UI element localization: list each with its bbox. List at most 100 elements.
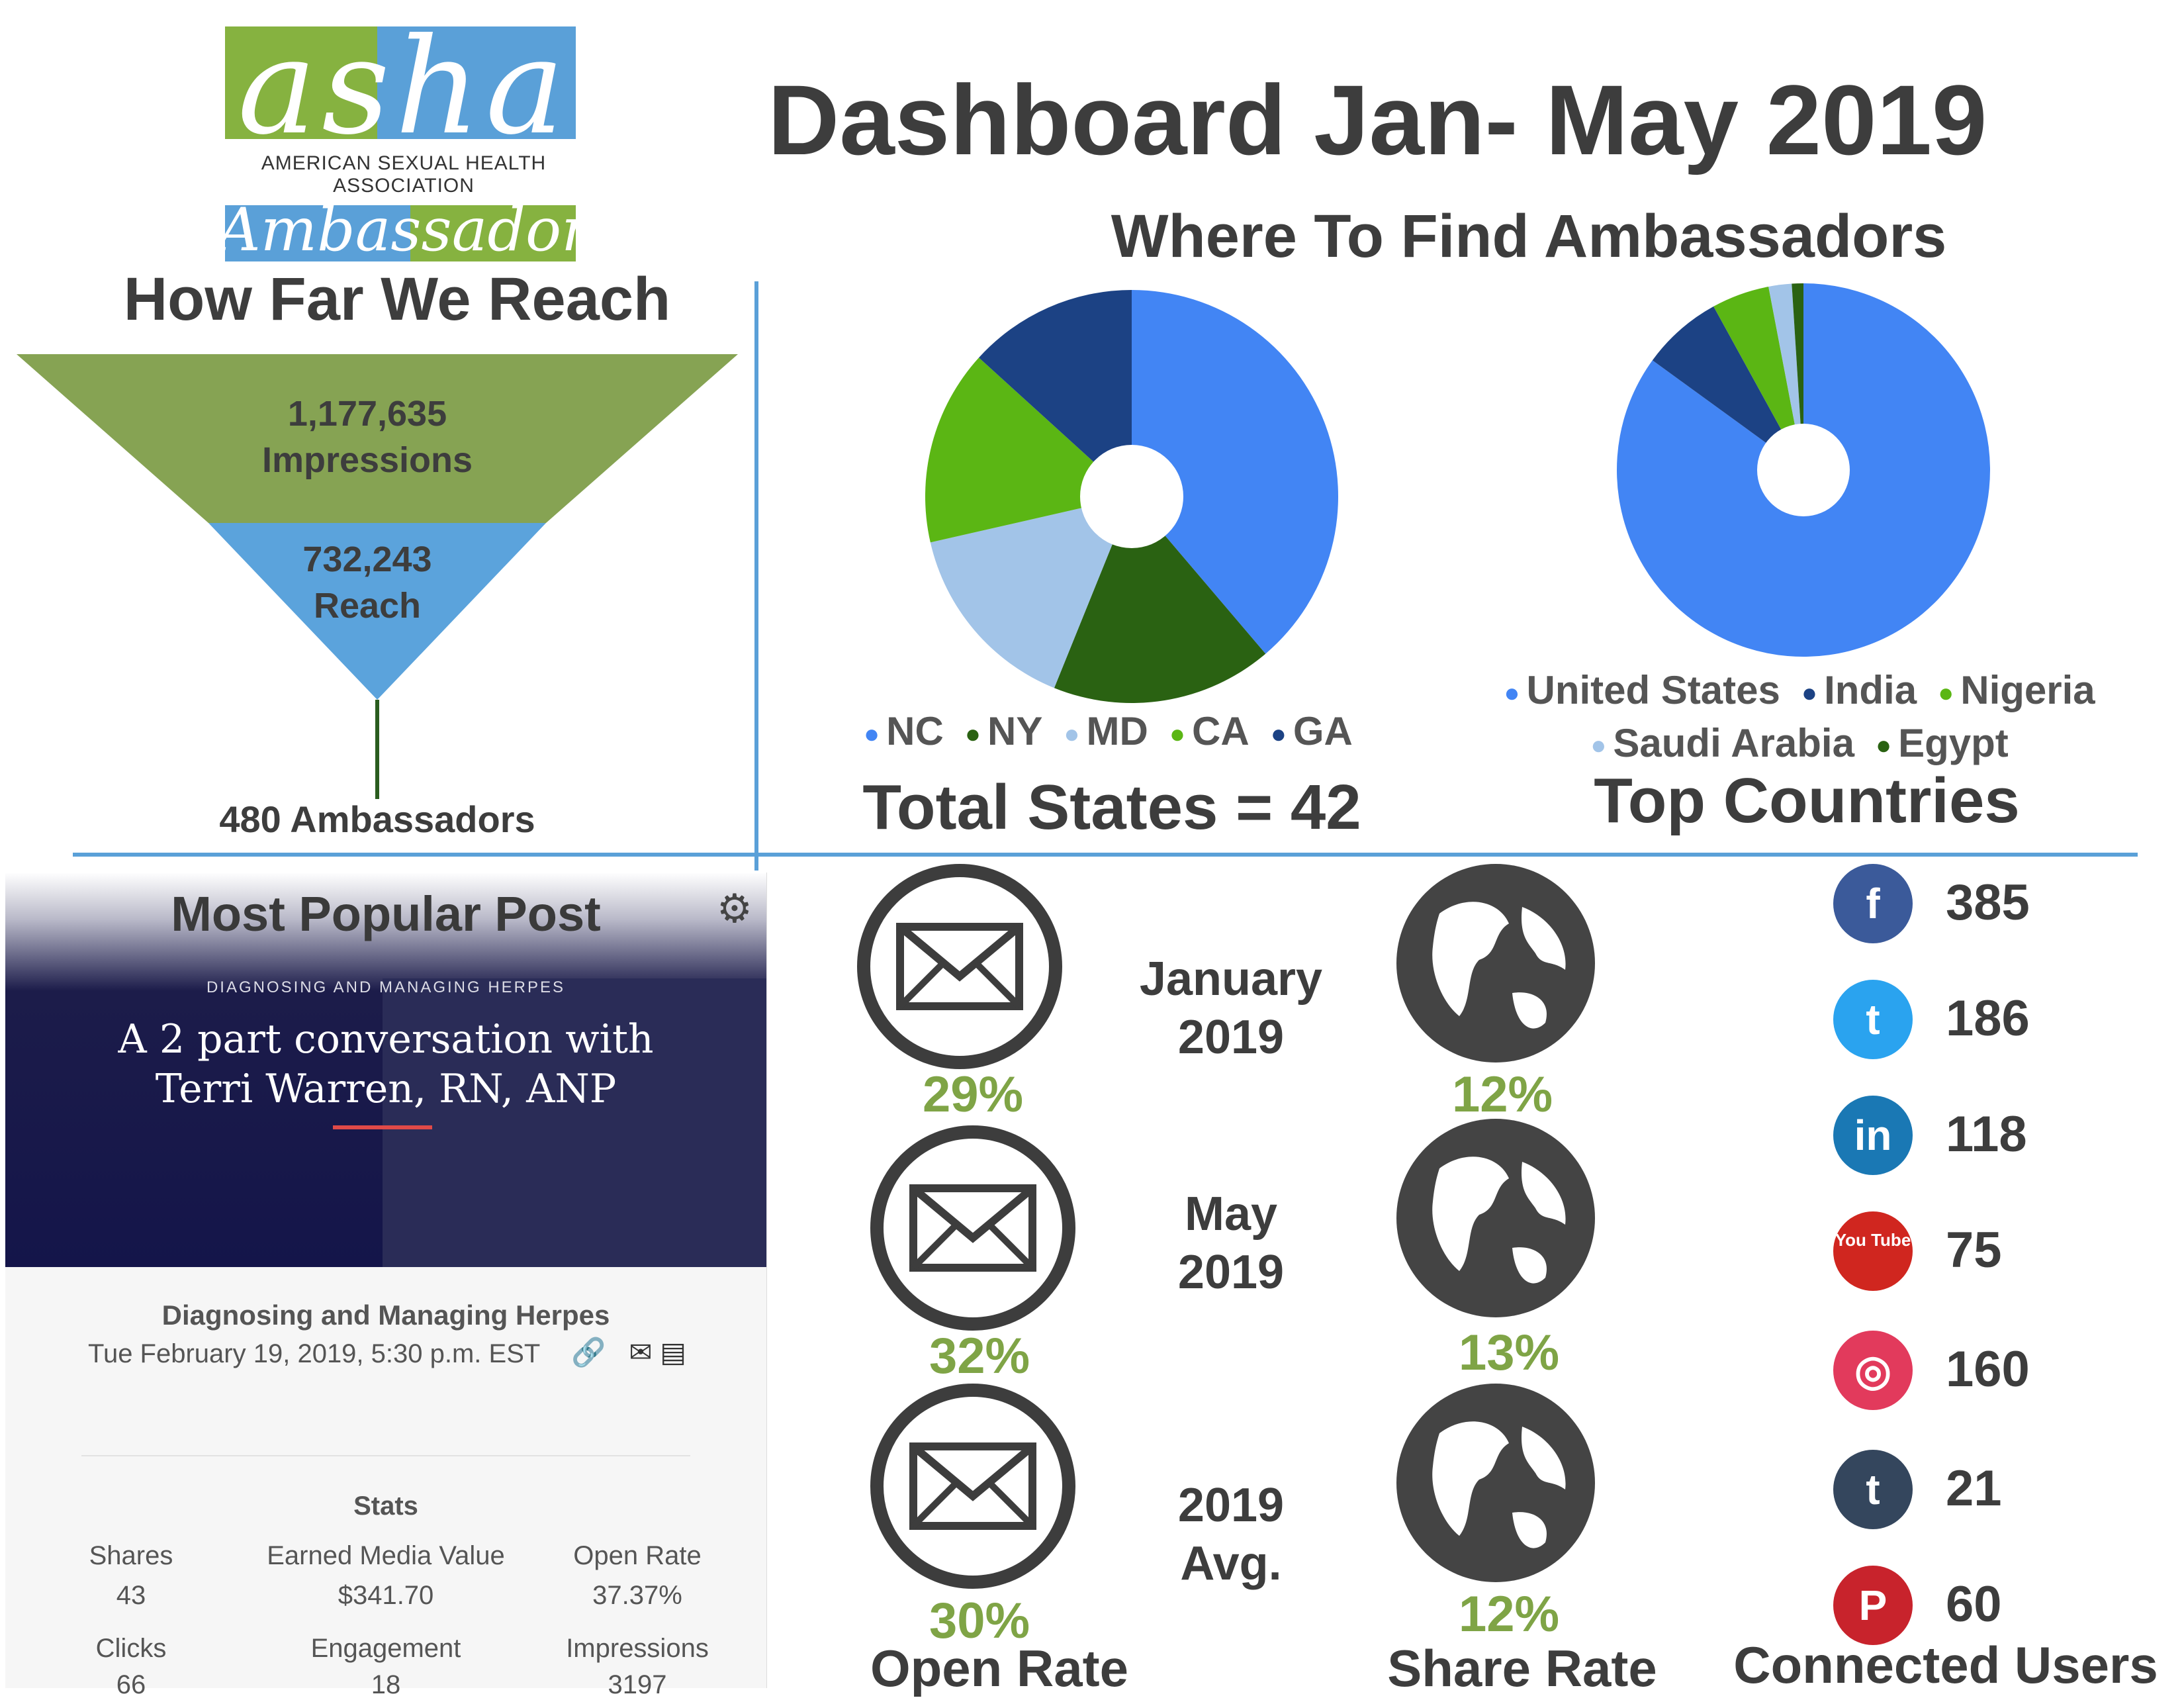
social-row: ◎ 160 [1833,1331,2164,1417]
gear-icon[interactable]: ⚙ [717,886,752,931]
period-label-line2: Avg. [1180,1537,1282,1590]
globe-icon [1396,1384,1595,1582]
period-january: January 2019 [1066,950,1396,1066]
stat-value: 66 [116,1670,146,1699]
states-legend: ● NC ● NY ● MD ● CA ● GA [864,708,1374,754]
open-rate-may: 32% [929,1328,1030,1384]
reach-funnel: 1,177,635 Impressions 732,243 Reach [17,354,738,818]
post-kicker: DIAGNOSING AND MANAGING HERPES [206,978,566,996]
social-row: f 385 [1833,864,2164,950]
stat-label: Clicks [95,1634,167,1663]
ambassadors-count: 480 Ambassadors [219,798,535,840]
post-card-title: Most Popular Post [171,886,601,941]
period-label-line1: 2019 [1177,1479,1285,1532]
legend-item: ● NC [864,709,944,753]
book-icon[interactable]: ▤ [660,1337,686,1368]
open-rate-january: 29% [922,1066,1024,1123]
logo-wordmark: asha [238,10,570,164]
legend-swatch: ● [964,719,981,749]
legend-label: United States [1526,668,1780,712]
social-row: t 186 [1833,980,2164,1066]
legend-item: ● CA [1169,709,1250,753]
pie-slice-ca [925,357,1132,543]
stat-value: 43 [116,1581,146,1610]
tumblr-icon[interactable]: t [1833,1450,1913,1529]
legend-label: NC [886,709,944,753]
social-row: in 118 [1833,1096,2164,1182]
social-row: t 21 [1833,1450,2164,1536]
reach-text: 732,243 Reach [169,536,566,629]
share-rate-january: 12% [1451,1066,1553,1123]
email-icon[interactable]: ✉ [629,1337,653,1368]
stat-label: Impressions [566,1634,709,1663]
email-icon [870,1125,1075,1331]
social-count: 118 [1946,1106,2027,1162]
legend-label: Egypt [1898,720,2009,765]
reach-title: How Far We Reach [123,265,671,333]
stat-value: 37.37% [592,1581,682,1610]
instagram-icon[interactable]: ◎ [1833,1331,1913,1410]
pie-slice-egypt [1792,283,1803,470]
post-hero-image[interactable]: Most Popular Post ⚙ DIAGNOSING AND MANAG… [5,873,766,1267]
asha-ambassador-logo: asha AMERICAN SEXUAL HEALTH ASSOCIATION … [212,10,596,265]
most-popular-post-card[interactable]: Most Popular Post ⚙ DIAGNOSING AND MANAG… [5,873,767,1699]
legend-label: CA [1192,709,1250,753]
logo-subtitle: AMERICAN SEXUAL HEALTH ASSOCIATION [261,152,547,197]
twitter-icon[interactable]: t [1833,980,1913,1059]
states-caption: Total States = 42 [862,772,1361,843]
legend-swatch: ● [1938,678,1954,708]
share-rate-label: Share Rate [1387,1639,1657,1697]
youtube-icon[interactable]: You Tube [1833,1211,1913,1291]
globe-icon [1396,864,1595,1062]
social-count: 60 [1946,1576,2002,1632]
pie-slice-ny [1054,496,1266,703]
stats-heading: Stats [353,1491,418,1521]
reach-value: 732,243 [302,540,432,579]
social-count: 75 [1946,1222,2002,1278]
states-pie-chart [925,290,1338,703]
period-average: 2019 Avg. [1066,1476,1396,1593]
post-headline-line1: A 2 part conversation with [118,1016,654,1062]
horizontal-divider [73,853,2138,857]
post-name[interactable]: Diagnosing and Managing Herpes [161,1299,610,1331]
period-label-line2: 2019 [1177,1011,1285,1064]
social-count: 160 [1946,1341,2030,1397]
share-rate-may: 13% [1458,1325,1560,1381]
social-row: You Tube 75 [1833,1211,2164,1298]
impressions-value: 1,177,635 [287,394,447,434]
stat-label: Shares [89,1541,173,1570]
post-headline-line2: Terri Warren, RN, ANP [155,1066,617,1112]
legend-label: MD [1086,709,1148,753]
pinterest-icon[interactable]: P [1833,1566,1913,1645]
impressions-text: 1,177,635 Impressions [169,391,566,483]
countries-caption: Top Countries [1594,765,2020,836]
pie-slice-nigeria [1713,286,1803,470]
legend-label: India [1824,668,1917,712]
impressions-label: Impressions [261,440,473,480]
post-underline [333,1125,432,1129]
post-actions: 🔗 ✉ ▤ [571,1336,686,1369]
facebook-icon[interactable]: f [1833,864,1913,943]
linkedin-icon[interactable]: in [1833,1096,1913,1175]
post-date: Tue February 19, 2019, 5:30 p.m. EST [88,1339,541,1368]
legend-label: GA [1293,709,1353,753]
legend-swatch: ● [1270,719,1287,749]
dashboard-title: Dashboard Jan- May 2019 [768,64,1987,175]
link-icon[interactable]: 🔗 [571,1337,606,1368]
email-icon [857,864,1062,1069]
find-title: Where To Find Ambassadors [1111,203,1947,270]
countries-legend: ● United States ● India ● Nigeria ● Saudi Arabi… [1463,665,2158,771]
legend-swatch: ● [1064,719,1080,749]
period-may: May 2019 [1066,1185,1396,1301]
pie-hole [1080,445,1183,548]
legend-item: ● United States [1504,668,1780,712]
legend-label: NY [987,709,1043,753]
post-divider [81,1455,690,1456]
share-rate-average: 12% [1458,1586,1560,1642]
legend-swatch: ● [864,719,880,749]
pie-hole [1757,424,1850,516]
pie-slice-nc [1132,290,1338,654]
stat-value: $341.70 [338,1581,434,1610]
stat-label: Engagement [310,1634,461,1663]
pie-slice-ga [979,290,1132,496]
